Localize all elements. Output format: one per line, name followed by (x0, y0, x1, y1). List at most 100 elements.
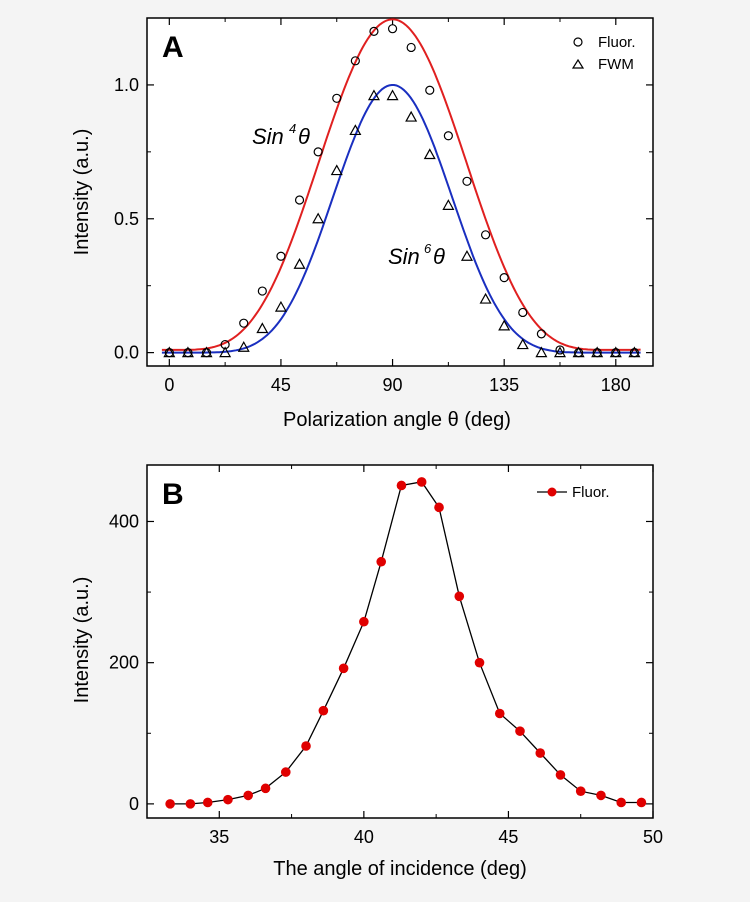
fluor-data-point (406, 42, 416, 53)
fluor-data-point-b (301, 741, 311, 751)
annotation-sin4-var: θ (298, 124, 310, 149)
annotation-sin4-base: Sin (252, 124, 284, 149)
fluor-data-point-b (260, 783, 271, 794)
panel-b-y-tick-label: 0 (129, 794, 139, 814)
fwm-data-point (256, 322, 269, 334)
fwm-data-point (498, 319, 511, 331)
panel-a-x-tick-label: 0 (164, 375, 174, 395)
fluor-data-point (239, 318, 249, 328)
panel-a-x-tick-label: 135 (489, 375, 519, 395)
panel-a-legend: Fluor. FWM (571, 34, 636, 73)
fluor-data-point-b (515, 726, 525, 736)
fwm-data-point (330, 164, 343, 176)
annotation-sin4-exp: 4 (289, 121, 296, 136)
fluor-data-point (350, 56, 360, 66)
fluor-data-point-b (280, 767, 291, 777)
fluor-data-point (462, 176, 472, 186)
fwm-data-point (293, 258, 306, 269)
fwm-data-point (553, 346, 567, 358)
fluor-data-point-b (616, 797, 626, 808)
panel-b-y-tick-label: 400 (109, 511, 139, 531)
fluor-data-point (518, 307, 528, 318)
fluor-data-point-b (636, 797, 647, 808)
fluor-data-point (536, 329, 546, 339)
legend-triangle-marker (571, 58, 585, 69)
fluor-data-point-b (474, 657, 485, 668)
panel-a-label: A (162, 31, 184, 64)
fluor-data-point (313, 147, 323, 157)
fluor-data-point-b (359, 616, 369, 627)
panel-b-label: B (162, 478, 184, 511)
fluor-data-point-b (555, 770, 566, 780)
panel-b-x-tick-label: 50 (643, 827, 663, 847)
panel-b-plot-frame (146, 464, 654, 819)
fluor-data-point (387, 24, 398, 34)
panel-b-series (165, 477, 647, 809)
fluor-data-point (369, 26, 379, 36)
fluor-data-point (276, 251, 286, 261)
panel-b: B 35 40 45 50 0 200 400 Fluor. The angle of in… (71, 464, 663, 880)
fluor-data-point-b (243, 790, 253, 801)
panel-a-y-tick-label: 1.0 (114, 75, 139, 95)
panel-a: A 0 45 90 135 180 0.0 0.5 1.0 Fluor. FWM Sin 4 … (71, 17, 654, 431)
fluor-data-point-b (494, 708, 505, 719)
panel-b-legend: Fluor. (537, 484, 610, 501)
fwm-data-point (405, 110, 418, 122)
panel-a-y-tick-label: 0.5 (114, 209, 139, 229)
fwm-data-point (274, 300, 287, 312)
panel-b-x-axis-title: The angle of incidence (deg) (273, 858, 527, 880)
fwm-data-point (181, 346, 194, 358)
panel-a-x-axis-title: Polarization angle θ (deg) (283, 409, 511, 431)
fwm-data-point (609, 346, 622, 358)
fwm-data-point (423, 148, 436, 160)
fluor-data-point-b (376, 556, 387, 567)
fluor-data-point (425, 85, 435, 95)
annotation-sin6-base: Sin (388, 244, 420, 269)
fwm-data-point (367, 89, 380, 101)
fluor-data-point (332, 93, 342, 103)
panel-a-y-tick-label: 0.0 (114, 343, 139, 363)
panel-b-ticks: 35 40 45 50 0 200 400 (109, 465, 663, 847)
panel-a-y-axis-title: Intensity (a.u.) (71, 129, 93, 256)
fwm-data-point (349, 124, 362, 136)
panel-b-y-axis-title: Intensity (a.u.) (71, 577, 93, 704)
panel-a-x-tick-label: 90 (383, 375, 403, 395)
legend-filled-marker (547, 487, 557, 497)
fwm-data-point (460, 250, 473, 261)
fit-curve-sin6 (161, 84, 641, 354)
fluor-data-point-b (535, 748, 546, 758)
fluor-data-point (443, 131, 453, 141)
fluor-data-point-b (396, 480, 407, 491)
fluor-data-point-b (223, 794, 233, 805)
fluor-data-point (294, 195, 305, 205)
panel-a-ticks: 0 45 90 135 180 0.0 0.5 1.0 (114, 18, 653, 395)
fwm-data-point (479, 292, 492, 304)
annotation-sin6-var: θ (433, 244, 445, 269)
fluor-data-point-b (596, 790, 606, 801)
fluor-data-point-b (434, 502, 444, 513)
fluor-data-point (499, 273, 509, 283)
fwm-data-point (163, 346, 176, 358)
annotation-sin6: Sin 6 θ (388, 241, 445, 269)
fwm-data-point (591, 346, 604, 358)
panel-a-x-tick-label: 45 (271, 375, 291, 395)
fwm-data-point (312, 212, 325, 224)
panel-b-x-tick-label: 35 (209, 827, 229, 847)
fwm-data-point (535, 346, 548, 358)
fit-curve-sin4 (161, 18, 641, 351)
annotation-sin4: Sin 4 θ (252, 121, 310, 149)
panel-b-x-tick-label: 40 (354, 827, 374, 847)
fwm-data-point (219, 346, 232, 358)
panel-b-x-tick-label: 45 (498, 827, 518, 847)
fwm-data-point (442, 199, 455, 210)
fluor-data-point-b (165, 799, 175, 809)
panel-a-x-tick-label: 180 (601, 375, 631, 395)
fluor-data-point (480, 230, 491, 240)
fwm-data-point (572, 346, 585, 358)
legend-label-fwm: FWM (598, 56, 634, 73)
fwm-data-point (628, 346, 641, 358)
panel-a-fit-curves (161, 18, 641, 354)
fluor-data-point (555, 345, 565, 355)
legend-label-fluor: Fluor. (598, 34, 636, 51)
